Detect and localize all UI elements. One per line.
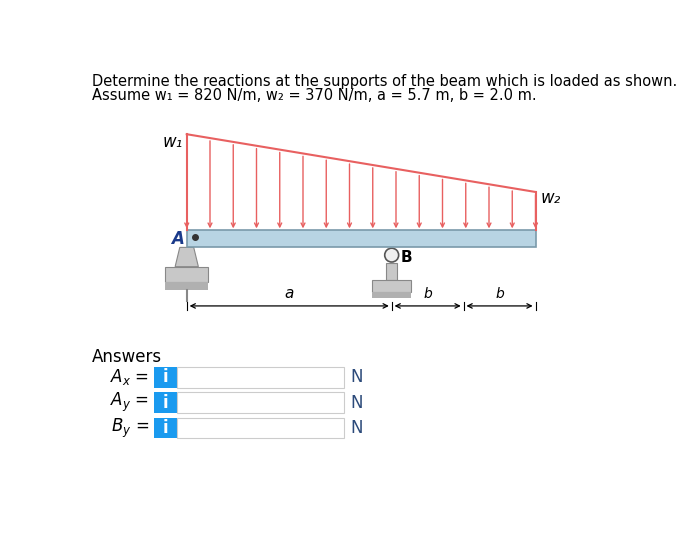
Circle shape: [385, 248, 398, 262]
Text: i: i: [163, 393, 169, 412]
Bar: [154, 392, 178, 413]
Text: $A_x$ =: $A_x$ =: [111, 367, 149, 387]
Bar: [154, 418, 178, 438]
Text: b: b: [423, 287, 432, 301]
Bar: [178, 418, 344, 438]
Text: i: i: [163, 368, 169, 386]
Text: $A_y$ =: $A_y$ =: [111, 391, 149, 414]
Text: $B_y$ =: $B_y$ =: [111, 417, 149, 440]
Text: i: i: [163, 419, 169, 437]
Text: Answers: Answers: [92, 348, 162, 366]
Text: Determine the reactions at the supports of the beam which is loaded as shown.: Determine the reactions at the supports …: [92, 74, 678, 89]
Polygon shape: [175, 247, 198, 267]
Text: N: N: [350, 368, 363, 386]
Bar: [165, 267, 208, 282]
Text: b: b: [495, 287, 504, 301]
Text: B: B: [401, 250, 413, 266]
Bar: [372, 292, 411, 298]
Bar: [386, 263, 397, 280]
Bar: [186, 230, 535, 247]
Bar: [154, 367, 178, 387]
Bar: [165, 282, 208, 290]
Text: w₁: w₁: [162, 133, 183, 151]
Text: a: a: [285, 286, 294, 301]
Bar: [178, 392, 344, 413]
Text: A: A: [171, 230, 184, 248]
Text: Assume w₁ = 820 N/m, w₂ = 370 N/m, a = 5.7 m, b = 2.0 m.: Assume w₁ = 820 N/m, w₂ = 370 N/m, a = 5…: [92, 88, 537, 103]
Text: w₂: w₂: [540, 189, 561, 207]
Text: N: N: [350, 419, 363, 437]
Bar: [372, 280, 411, 292]
Bar: [178, 367, 344, 387]
Text: N: N: [350, 393, 363, 412]
